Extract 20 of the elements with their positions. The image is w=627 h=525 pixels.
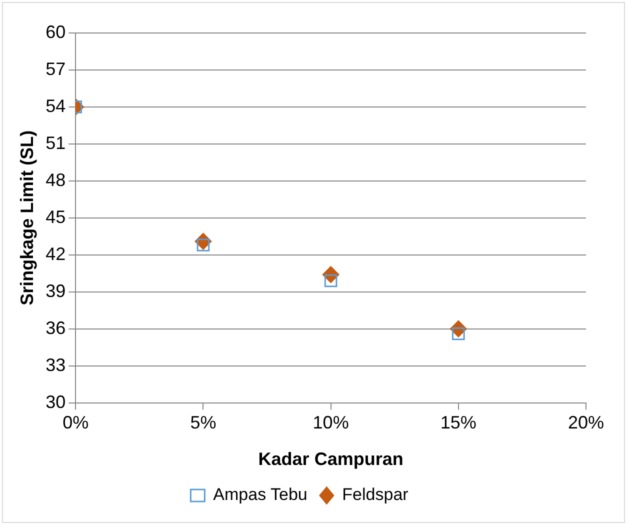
y-tick-label: 60 [46, 22, 66, 42]
legend-label: Feldspar [342, 485, 409, 504]
x-tick-label: 15% [440, 412, 476, 433]
x-axis-title: Kadar Campuran [258, 449, 404, 470]
y-tick-label: 36 [46, 318, 66, 338]
y-tick-label: 54 [46, 96, 66, 116]
x-tick-label: 0% [62, 412, 89, 433]
y-axis-title: Sringkage Limit (SL) [16, 130, 37, 306]
x-tick-label: 5% [190, 412, 216, 433]
y-tick-label: 51 [46, 132, 66, 153]
y-tick-label: 33 [46, 354, 66, 375]
y-tick-label: 45 [46, 206, 66, 227]
y-tick-label: 48 [46, 170, 66, 190]
y-tick-label: 42 [46, 244, 66, 264]
y-tick-label: 57 [46, 58, 66, 79]
x-tick-label: 10% [312, 412, 349, 433]
x-tick-label: 20% [568, 412, 604, 433]
y-tick-label: 30 [46, 392, 66, 412]
y-tick-label: 39 [46, 280, 66, 301]
legend-label: Ampas Tebu [213, 485, 308, 504]
